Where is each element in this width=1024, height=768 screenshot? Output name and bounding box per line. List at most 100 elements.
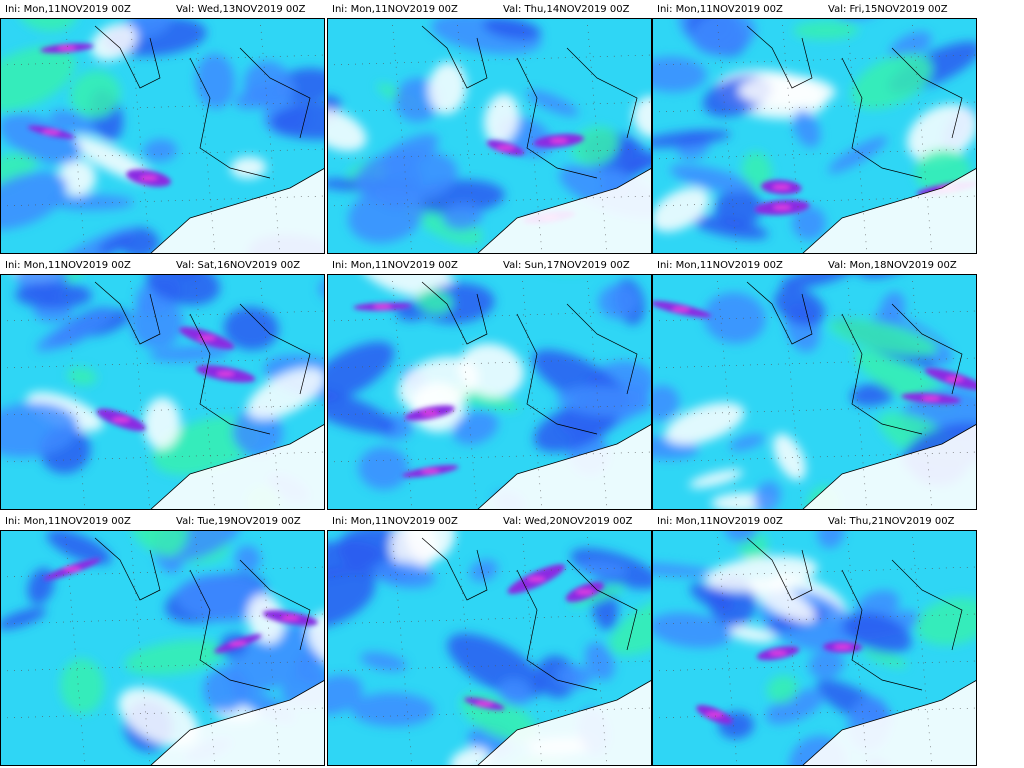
panel-frame bbox=[652, 274, 977, 510]
panel-frame bbox=[327, 18, 652, 254]
init-time: Ini: Mon,11NOV2019 00Z bbox=[657, 260, 783, 271]
init-time: Ini: Mon,11NOV2019 00Z bbox=[332, 516, 458, 527]
precip-area bbox=[705, 555, 818, 592]
precip-core bbox=[420, 410, 439, 416]
precip-area bbox=[879, 291, 905, 329]
land bbox=[150, 168, 325, 254]
heavy-precip bbox=[353, 302, 459, 478]
precip-area bbox=[619, 149, 652, 173]
coastline bbox=[421, 281, 638, 435]
precip-area bbox=[780, 274, 857, 290]
precip-area bbox=[327, 674, 363, 715]
precip-area bbox=[652, 187, 710, 232]
coastline bbox=[801, 679, 977, 766]
precip-area bbox=[16, 18, 78, 32]
precip-area bbox=[692, 216, 769, 240]
precip-core bbox=[705, 712, 724, 718]
precip-area bbox=[766, 675, 799, 704]
precip-area bbox=[427, 61, 467, 115]
precip-area bbox=[738, 75, 836, 108]
precip-area bbox=[906, 104, 977, 163]
precip-area bbox=[584, 642, 615, 681]
precip-area bbox=[827, 136, 888, 174]
forecast-panel bbox=[0, 530, 325, 766]
valid-time: Val: Wed,13NOV2019 00Z bbox=[176, 4, 306, 15]
precip-area bbox=[497, 678, 532, 707]
precip-core bbox=[475, 701, 494, 707]
heavy-precip bbox=[43, 558, 318, 653]
valid-time: Val: Tue,19NOV2019 00Z bbox=[176, 516, 301, 527]
precip-area bbox=[442, 202, 483, 231]
precip-core bbox=[671, 306, 690, 312]
precip-area bbox=[0, 113, 81, 164]
land bbox=[802, 680, 977, 766]
precip-core bbox=[945, 376, 964, 382]
forecast-panel bbox=[652, 18, 977, 254]
heavy-precip bbox=[652, 300, 977, 404]
precip-area bbox=[689, 469, 743, 489]
forecast-panel bbox=[0, 18, 325, 254]
precip-area bbox=[598, 284, 639, 319]
precip-area bbox=[98, 233, 135, 254]
precip-area bbox=[348, 187, 425, 243]
precip-area bbox=[652, 129, 731, 148]
precip-area bbox=[327, 108, 367, 152]
precip-area bbox=[350, 692, 435, 727]
precip-area bbox=[0, 45, 76, 112]
precip-area bbox=[327, 566, 376, 630]
precip-core bbox=[549, 138, 568, 144]
precip-area bbox=[749, 579, 817, 623]
init-time: Ini: Mon,11NOV2019 00Z bbox=[5, 4, 131, 15]
valid-time: Val: Sun,17NOV2019 00Z bbox=[503, 260, 630, 271]
precip-area bbox=[195, 53, 236, 109]
precip-area bbox=[149, 345, 231, 363]
coastline bbox=[746, 25, 963, 179]
coastline bbox=[746, 537, 963, 691]
land bbox=[477, 680, 652, 766]
precip-area bbox=[67, 367, 97, 386]
precip-area bbox=[358, 446, 409, 490]
precip-field bbox=[327, 18, 652, 245]
precip-area bbox=[792, 20, 859, 40]
precip-area bbox=[124, 639, 228, 676]
valid-time: Val: Sat,16NOV2019 00Z bbox=[176, 260, 300, 271]
precip-area bbox=[0, 607, 47, 630]
precip-area bbox=[526, 90, 579, 117]
precip-field bbox=[0, 530, 325, 762]
precip-area bbox=[632, 96, 652, 138]
init-time: Ini: Mon,11NOV2019 00Z bbox=[5, 516, 131, 527]
heavy-precip bbox=[96, 326, 256, 432]
precip-area bbox=[652, 56, 707, 93]
precip-core bbox=[57, 45, 76, 51]
forecast-panel bbox=[327, 530, 652, 766]
precip-area bbox=[765, 689, 824, 725]
precip-area bbox=[223, 307, 279, 351]
land bbox=[477, 168, 652, 254]
precip-area bbox=[703, 292, 766, 344]
precip-area bbox=[36, 309, 115, 352]
precip-area bbox=[356, 274, 453, 298]
precip-area bbox=[482, 18, 542, 40]
precip-area bbox=[469, 559, 498, 582]
precip-area bbox=[828, 318, 939, 357]
precip-core bbox=[63, 566, 82, 572]
land bbox=[150, 424, 325, 510]
precip-area bbox=[817, 530, 845, 549]
panel-frame bbox=[327, 530, 652, 766]
precip-area bbox=[327, 388, 396, 434]
precip-area bbox=[843, 612, 912, 654]
coastline bbox=[94, 281, 311, 435]
precip-area bbox=[652, 612, 733, 648]
panel-frame bbox=[652, 530, 977, 766]
precip-core bbox=[421, 468, 440, 474]
valid-time: Val: Thu,14NOV2019 00Z bbox=[503, 4, 630, 15]
init-time: Ini: Mon,11NOV2019 00Z bbox=[332, 260, 458, 271]
panel-frame bbox=[652, 18, 977, 254]
valid-time: Val: Thu,21NOV2019 00Z bbox=[828, 516, 955, 527]
coastline bbox=[801, 167, 977, 254]
precip-area bbox=[50, 110, 102, 134]
precip-area bbox=[452, 410, 499, 445]
coastline bbox=[421, 537, 638, 691]
precip-area bbox=[569, 584, 626, 607]
land bbox=[477, 424, 652, 510]
